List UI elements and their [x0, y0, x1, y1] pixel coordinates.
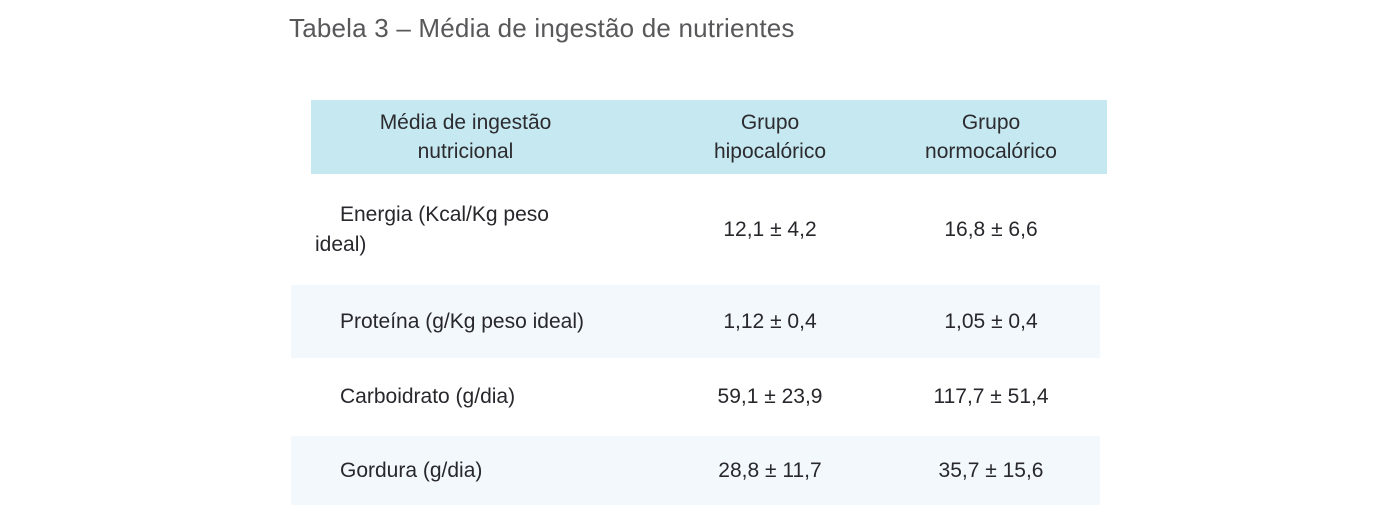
row-label: Gordura (g/dia) — [340, 458, 483, 482]
value-cell-normocaloric: 1,05 ± 0,4 — [944, 309, 1038, 333]
row-label: Energia (Kcal/Kg peso ideal) — [315, 202, 549, 256]
table-row-carboidrato: Carboidrato (g/dia) 59,1 ± 23,9 117,7 ± … — [291, 358, 1100, 436]
row-label: Carboidrato (g/dia) — [340, 385, 516, 408]
value-cell-normocaloric: 117,7 ± 51,4 — [933, 385, 1049, 408]
value-cell-hypocaloric: 12,1 ± 4,2 — [723, 217, 817, 241]
table-header-row: Média de ingestão nutricional Grupo hipo… — [291, 100, 1107, 174]
row-label: Proteína (g/Kg peso ideal) — [340, 309, 584, 333]
value-cell-hypocaloric: 1,12 ± 0,4 — [723, 309, 817, 333]
table-row-proteina: Proteína (g/Kg peso ideal) 1,12 ± 0,4 1,… — [291, 285, 1100, 358]
header-cell-hypocaloric-group: Grupo hipocalórico — [713, 111, 827, 163]
table-row-gordura: Gordura (g/dia) 28,8 ± 11,7 35,7 ± 15,6 — [291, 436, 1100, 505]
value-cell-hypocaloric: 28,8 ± 11,7 — [718, 458, 822, 482]
page-title: Tabela 3 – Média de ingestão de nutrient… — [289, 13, 795, 43]
header-cell-normocaloric-group: Grupo normocalórico — [925, 111, 1057, 163]
table-row-energia: Energia (Kcal/Kg peso ideal) 12,1 ± 4,2 … — [291, 174, 1100, 285]
nutrient-intake-table: Média de ingestão nutricional Grupo hipo… — [291, 100, 1107, 505]
value-cell-normocaloric: 16,8 ± 6,6 — [944, 217, 1038, 241]
value-cell-normocaloric: 35,7 ± 15,6 — [938, 458, 1044, 482]
header-cell-nutrition-average: Média de ingestão nutricional — [379, 111, 552, 163]
value-cell-hypocaloric: 59,1 ± 23,9 — [717, 385, 823, 408]
